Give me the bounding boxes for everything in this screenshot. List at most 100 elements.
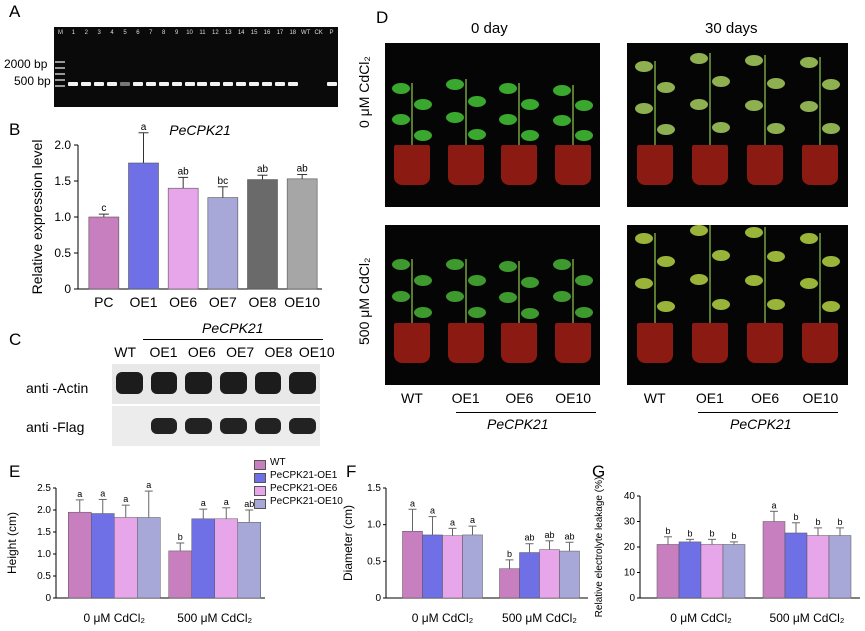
plant-stem <box>819 233 822 323</box>
gel-lane-label: WT <box>301 30 311 36</box>
significance-letter: a <box>77 489 82 499</box>
significance-letter: b <box>793 512 798 522</box>
gel-lane-label: 8 <box>162 30 166 36</box>
bar <box>128 162 159 290</box>
gel-lane-label: CK <box>314 30 323 36</box>
plant-leaf <box>689 99 708 110</box>
gel-band <box>326 82 337 86</box>
plant-leaf <box>553 291 572 302</box>
significance-letter: ab <box>297 164 309 175</box>
gel-lane-label: 15 <box>250 30 258 36</box>
bar <box>762 521 786 599</box>
significance-letter: c <box>101 203 106 214</box>
pot <box>691 145 728 185</box>
category-label: 0 μM CdCl₂ <box>670 611 732 625</box>
y-tick-label: 1.0 <box>37 549 51 560</box>
pot <box>393 323 430 363</box>
gel-lane-label: 9 <box>174 30 179 36</box>
bar <box>700 544 724 599</box>
plant-stem <box>464 259 467 323</box>
gel-lane-label: 18 <box>289 30 297 36</box>
gel-lane-label: 6 <box>136 30 140 36</box>
y-tick-label: 2.0 <box>37 505 51 516</box>
plant-leaf <box>656 255 675 267</box>
gel-band <box>68 82 79 86</box>
pot <box>636 145 673 185</box>
gel-lane-label: 17 <box>276 30 284 36</box>
y-tick-label: 10 <box>624 568 636 579</box>
gel-lane-label: 7 <box>149 30 153 36</box>
y-axis-label: Relative expression level <box>29 140 45 295</box>
pot <box>501 145 538 185</box>
pot <box>447 323 484 363</box>
significance-letter: b <box>709 528 714 538</box>
gel-band <box>236 82 247 86</box>
plant-leaf <box>521 307 540 319</box>
gel-band <box>223 82 234 86</box>
line-label: OE1 <box>451 390 480 406</box>
line-label: OE1 <box>695 390 724 406</box>
plant-stem <box>764 227 767 323</box>
plant-photo-500uM-30days <box>627 225 848 385</box>
line-labels-30days: WT OE1 OE6 OE10 <box>627 390 848 410</box>
significance-letter: ab <box>564 531 574 541</box>
plant-stem <box>708 225 711 323</box>
y-tick-label: 0.5 <box>37 571 51 582</box>
significance-letter: a <box>470 515 475 525</box>
western-lane-label: OE10 <box>298 344 335 360</box>
gel-lane-label: 2 <box>84 30 88 36</box>
pot <box>747 323 784 363</box>
pot <box>501 323 538 363</box>
significance-letter: a <box>100 488 105 498</box>
panel-c-letter: C <box>9 330 22 349</box>
gene-label-30days: PeCPK21 <box>730 416 792 432</box>
western-gene-underline <box>143 339 323 340</box>
plant-photo-0uM-30days <box>627 43 848 207</box>
pot <box>447 145 484 185</box>
plant-leaf <box>391 291 410 302</box>
panel-a-letter: A <box>9 2 21 21</box>
plant-leaf <box>391 114 410 125</box>
bar <box>167 187 199 290</box>
plant-leaf <box>634 278 653 289</box>
plant-leaf <box>822 79 841 90</box>
plant-leaf <box>656 300 675 312</box>
col-header-0day: 0 day <box>471 20 508 37</box>
plant-leaf <box>521 276 540 288</box>
plant-leaf <box>711 249 730 261</box>
line-label: OE10 <box>802 390 839 406</box>
bar <box>88 216 120 290</box>
category-label: OE6 <box>169 294 197 310</box>
pot <box>393 145 430 185</box>
significance-letter: b <box>178 532 183 542</box>
category-label: PC <box>94 294 113 310</box>
plant-leaf <box>711 122 730 133</box>
size-label-500: 500 bp <box>14 74 51 88</box>
actin-band <box>220 372 247 394</box>
plant-stem <box>410 259 413 323</box>
significance-letter: ab <box>244 499 254 509</box>
gel-lane-label: 4 <box>110 30 114 36</box>
significance-letter: b <box>837 517 842 527</box>
plant-leaf <box>634 233 653 244</box>
y-tick-label: 0 <box>375 593 381 604</box>
significance-letter: bc <box>218 176 229 187</box>
significance-letter: ab <box>544 530 554 540</box>
pot <box>802 323 839 363</box>
gel-lane-label: 10 <box>186 30 193 36</box>
plant-stem <box>764 55 767 145</box>
ladder-band <box>55 67 66 69</box>
plant-leaf <box>689 53 708 64</box>
plant-leaf <box>445 112 464 123</box>
plant-leaf <box>800 278 819 289</box>
plant-stem <box>653 61 656 145</box>
western-lane-label: OE1 <box>149 344 178 360</box>
plant-leaf <box>745 275 764 286</box>
gene-label-0day: PeCPK21 <box>487 416 549 432</box>
panel-f-letter: F <box>346 462 357 481</box>
panel-g-letter: G <box>592 462 606 481</box>
diameter-bar-chart: 0 0.5 1.0 1.5 Diameter (cm) a a a a 0 μM CdCl₂ b ab… <box>341 483 588 625</box>
actin-band <box>185 372 212 394</box>
ladder-band <box>55 85 66 87</box>
plant-leaf <box>689 225 708 236</box>
